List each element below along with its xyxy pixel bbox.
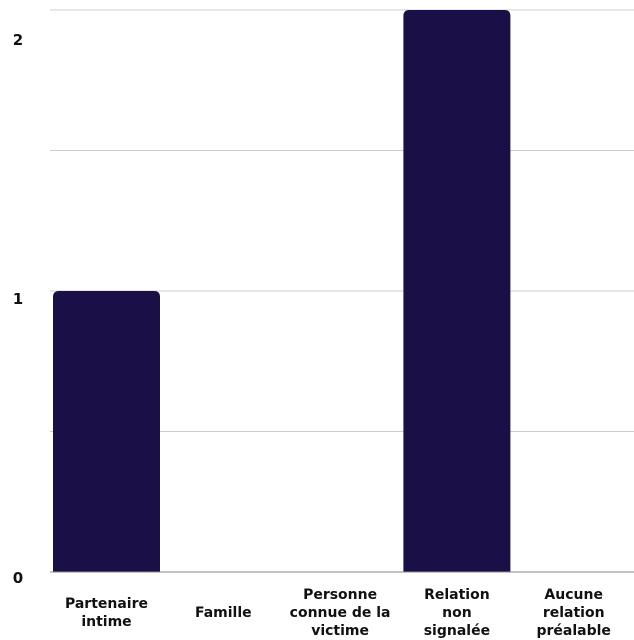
- y-tick-label: 0: [13, 569, 23, 587]
- bar: [53, 291, 160, 572]
- x-category-label: Famille: [195, 605, 252, 621]
- x-category-labels: Partenaire intime Famille Personne connue de…: [65, 587, 611, 639]
- x-category-label: Personne connue de la victime: [290, 587, 391, 639]
- y-tick-label: 1: [13, 290, 23, 308]
- y-tick-label: 2: [13, 31, 23, 49]
- x-category-label: Relation non signalée: [424, 587, 490, 639]
- x-category-label: Partenaire intime: [65, 596, 148, 630]
- bar: [403, 10, 511, 572]
- bars: [53, 10, 511, 572]
- x-category-label: Aucune relation préalable: [536, 587, 610, 639]
- y-tick-labels: 0 1 2: [13, 31, 23, 587]
